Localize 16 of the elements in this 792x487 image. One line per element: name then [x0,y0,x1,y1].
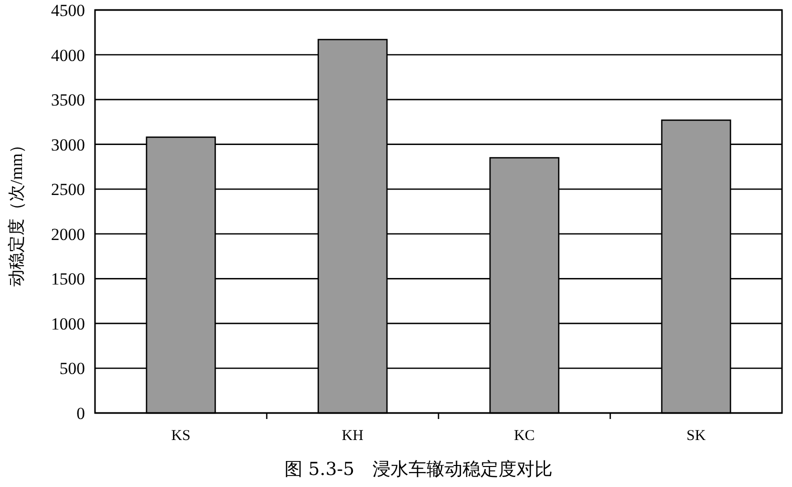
text: 图 5.3-5 浸水车辙动稳定度对比 [284,459,552,480]
y-tick-label: 0 [76,404,85,423]
y-tick-label: 1000 [51,314,85,334]
y-axis-title: 动稳定度（次/mm） [7,136,26,287]
y-tick-label: 2000 [51,224,85,244]
x-tick-label: SK [686,428,706,444]
y-tick-label: 4500 [51,1,85,20]
y-tick-label: 500 [60,359,85,378]
y-tick-label: 4000 [51,46,85,65]
y-tick-label: 3500 [51,90,85,110]
y-tick-label: 3000 [51,135,85,154]
y-tick-label: 2500 [51,180,85,200]
x-tick-label: KC [514,428,535,444]
x-tick-label: KH [342,428,364,444]
y-tick-label: 1500 [51,270,85,289]
x-tick-label: KS [171,428,190,444]
